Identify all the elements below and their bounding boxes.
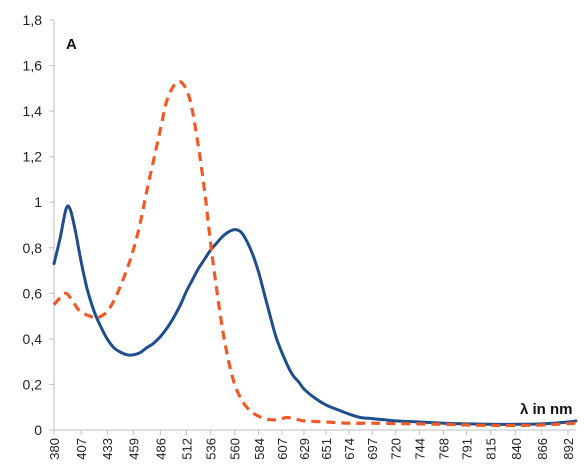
x-tick-label: 486 — [153, 438, 168, 460]
x-tick-label: 380 — [47, 438, 62, 460]
x-tick-label: 840 — [509, 438, 524, 460]
x-axis-title: λ in nm — [520, 401, 573, 418]
x-tick-label: 607 — [275, 438, 290, 460]
y-tick-label: 1,2 — [23, 149, 43, 165]
y-tick-label: 1,4 — [23, 103, 43, 119]
x-tick-label: 768 — [436, 438, 451, 460]
x-tick-label: 815 — [484, 438, 499, 460]
x-tick-label: 536 — [204, 438, 219, 460]
x-tick-label: 651 — [319, 438, 334, 460]
y-tick-label: 0,2 — [23, 376, 43, 392]
y-tick-label: 1 — [34, 194, 42, 210]
panel-label: A — [66, 36, 77, 53]
y-tick-label: 1,6 — [23, 58, 43, 74]
y-axis: 0 0,2 0,4 0,6 0,8 1 1,2 1,4 1,6 1,8 — [23, 12, 55, 438]
x-tick-label: 584 — [252, 438, 267, 460]
x-tick-label: 560 — [228, 438, 243, 460]
x-tick-label: 744 — [412, 438, 427, 460]
x-tick-label: 433 — [100, 438, 115, 460]
y-tick-label: 1,8 — [23, 12, 43, 28]
y-tick-label: 0 — [34, 422, 42, 438]
x-tick-label: 512 — [180, 438, 195, 460]
x-tick-label: 866 — [535, 438, 550, 460]
x-tick-label: 697 — [365, 438, 380, 460]
x-tick-label: 892 — [561, 438, 576, 460]
x-tick-label: 459 — [126, 438, 141, 460]
x-tick-label: 629 — [297, 438, 312, 460]
x-tick-label: 720 — [388, 438, 403, 460]
y-tick-label: 0,6 — [23, 285, 43, 301]
x-tick-label: 674 — [342, 438, 357, 460]
x-tick-label: 791 — [460, 438, 475, 460]
series-layer — [52, 79, 578, 428]
solid-blue-series-line — [52, 204, 578, 426]
x-axis: 380 407 433 459 486 512 536 560 584 607 629 651 674 6… — [47, 429, 576, 460]
y-tick-label: 0,4 — [23, 331, 43, 347]
x-tick-label: 407 — [74, 438, 89, 460]
y-tick-label: 0,8 — [23, 240, 43, 256]
dashed-orange-series-line — [52, 79, 577, 428]
